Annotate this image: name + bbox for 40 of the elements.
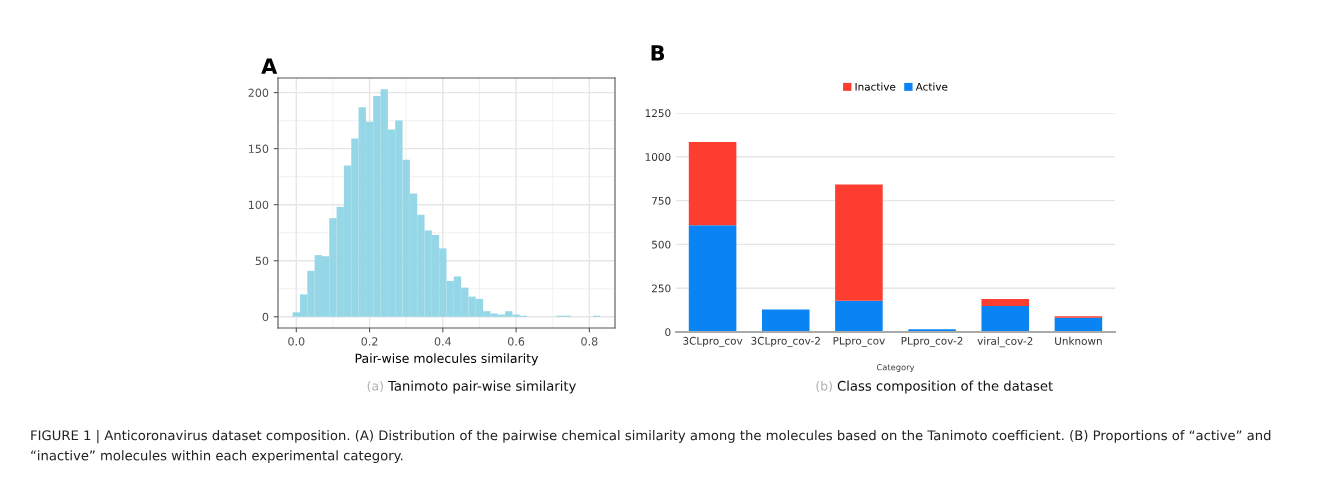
- y-tick-label: 750: [652, 196, 671, 205]
- x-tick-label: 0.4: [434, 337, 452, 346]
- legend-label: Inactive: [855, 82, 896, 91]
- x-tick-label: 0.8: [581, 337, 598, 346]
- bar: [761, 309, 810, 332]
- text: (b): [816, 380, 832, 393]
- y-tick-label: 150: [248, 144, 269, 154]
- x-tick-label: 0.0: [288, 337, 305, 346]
- bar: [835, 300, 883, 332]
- x-tick-label: 3CLpro_cov: [683, 336, 743, 348]
- x-tick-label: PLpro_cov: [833, 336, 885, 347]
- text: Class composition of the dataset: [837, 380, 1053, 394]
- y-tick-label: 1000: [645, 153, 671, 161]
- x-tick-label: 0.2: [361, 337, 378, 346]
- x-tick-label: 3CLpro_cov-2: [751, 336, 820, 348]
- y-tick-label: 1250: [645, 109, 671, 118]
- x-tick-label: Unknown: [1055, 336, 1102, 345]
- x-axis-title: Pair-wise molecules similarity: [355, 353, 539, 366]
- bar: [835, 184, 883, 301]
- x-tick-label: viral_cov-2: [977, 336, 1033, 348]
- bar: [688, 141, 737, 226]
- y-tick-label: 0: [262, 312, 269, 322]
- y-tick-label: 500: [652, 240, 671, 249]
- text: (a): [367, 380, 383, 393]
- x-tick-label: PLpro_cov-2: [901, 336, 963, 348]
- caption: FIGURE 1 | Anticoronavirus dataset composition. (A) Distribution of the pairwise chemical similarity among the molecules based on the Tanimoto coefficient. (B) Proportions of “active” and “inactive” molecules within each experimental category.: [31, 430, 1271, 463]
- chart-title: B: [651, 45, 665, 61]
- y-tick-label: 250: [652, 284, 671, 293]
- x-axis-title: Category: [876, 364, 915, 372]
- bar: [981, 305, 1030, 332]
- y-tick-label: 50: [255, 256, 269, 266]
- text: Tanimoto pair-wise similarity: [387, 380, 576, 394]
- chart-title: A: [261, 58, 278, 74]
- y-tick-label: 0: [665, 328, 671, 337]
- x-tick-label: 0.6: [508, 337, 525, 346]
- bar: [688, 225, 737, 332]
- y-tick-label: 200: [248, 88, 269, 97]
- bar: [981, 299, 1030, 306]
- legend-label: Active: [915, 82, 948, 91]
- y-tick-label: 100: [248, 200, 269, 210]
